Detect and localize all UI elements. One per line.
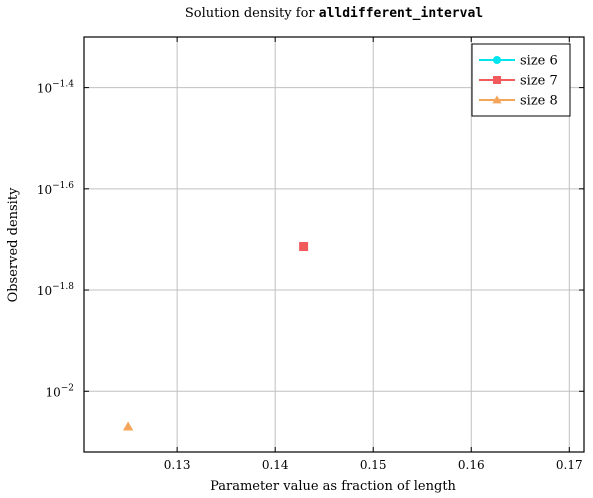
legend-label: size 6 bbox=[520, 54, 558, 69]
legend-label: size 7 bbox=[520, 74, 558, 89]
plot-frame bbox=[83, 36, 585, 453]
data-point-size-8 bbox=[122, 421, 134, 431]
x-axis-label: Parameter value as fraction of length bbox=[210, 479, 456, 494]
chart-title: Solution density for alldifferent_interv… bbox=[185, 6, 483, 21]
data-marks bbox=[122, 242, 309, 431]
y-tick-label: 10−1.6 bbox=[37, 181, 74, 197]
y-tick-label: 10−1.4 bbox=[37, 80, 74, 96]
legend: size 6 size 7 size 8 bbox=[471, 43, 571, 117]
legend-marker bbox=[492, 95, 502, 104]
x-tick-label: 0.16 bbox=[458, 458, 485, 472]
x-tick-label: 0.15 bbox=[360, 458, 387, 472]
y-tick-label: 10−1.8 bbox=[37, 282, 74, 298]
grid-lines bbox=[84, 37, 584, 452]
x-tick-label: 0.14 bbox=[262, 458, 289, 472]
legend-marker bbox=[493, 76, 501, 84]
legend-label: size 8 bbox=[520, 94, 558, 109]
legend-marker bbox=[493, 56, 501, 64]
x-axis-ticks: 0.13 0.14 0.15 0.16 0.17 bbox=[164, 37, 583, 472]
data-point-size-7 bbox=[299, 242, 309, 252]
x-tick-label: 0.17 bbox=[556, 458, 583, 472]
y-tick-label: 10−2 bbox=[45, 383, 74, 399]
y-axis-label: Observed density bbox=[6, 187, 21, 302]
x-tick-label: 0.13 bbox=[164, 458, 191, 472]
y-axis-ticks: 10−1.4 10−1.6 10−1.8 10−2 bbox=[37, 80, 584, 399]
